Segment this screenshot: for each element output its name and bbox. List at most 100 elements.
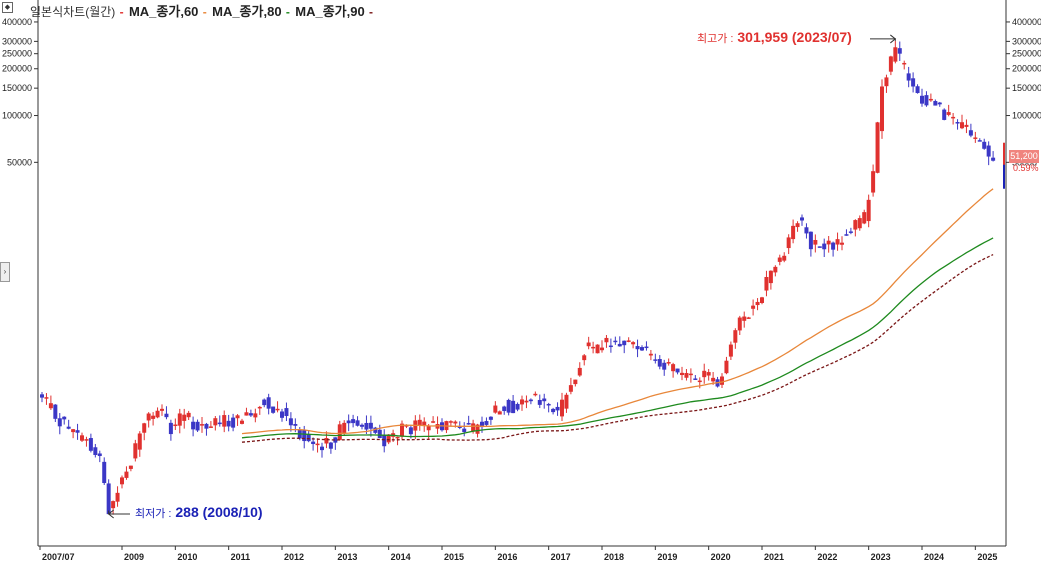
x-tick-label: 2013 [337,552,357,562]
candle-body [488,416,493,420]
candle [93,443,98,458]
candle-body [760,297,764,303]
candle-body [657,359,662,367]
candle [706,369,711,381]
ma-line-60 [241,188,994,435]
x-tick-label: 2007/07 [42,552,75,562]
candle-body [542,398,547,402]
x-tick-label: 2018 [604,552,624,562]
candle-body [955,122,960,124]
candle [600,340,604,353]
candle-body [186,412,191,418]
candle [857,215,862,231]
candle-body [364,422,369,430]
candle [511,394,516,414]
y-tick-label-left: 300000 [2,36,32,46]
candle [306,430,311,443]
candle [337,420,342,441]
candle-body [57,418,62,427]
candle [248,409,253,418]
candle-body [808,231,813,250]
y-tick-label-left: 50000 [7,157,32,167]
candle [115,486,120,507]
collapse-icon[interactable]: ◆ [2,2,13,13]
candle [151,412,156,426]
candle [351,414,356,428]
candle-body [235,415,240,419]
candle [640,345,644,352]
candle-body [982,141,987,149]
candle-body [631,342,636,345]
candle [968,123,973,138]
candles-layer [40,40,996,515]
candle [951,112,956,125]
candle-body [684,373,689,378]
candle-body [240,420,244,424]
candle [128,465,133,472]
candle [688,368,693,383]
candle [666,358,671,366]
candle-body [831,242,836,250]
candle [484,417,489,427]
moving-average-layer [241,188,994,443]
candle-body [973,137,978,139]
candle-body [213,418,218,426]
candle [573,379,578,387]
candle [844,229,849,236]
candle [204,422,209,436]
candle-body [675,368,680,373]
candle [328,441,333,454]
candle [911,72,916,93]
candle-body [600,347,604,351]
candle-body [120,477,124,485]
candle [737,315,742,335]
candle-body [928,98,933,101]
candle-body [262,399,267,406]
y-tick-label-left: 250000 [2,49,32,59]
candle [271,406,276,414]
candle-body [720,376,724,385]
x-tick-label: 2011 [231,552,251,562]
candle-body [257,406,262,409]
y-tick-label-right: 100000 [1012,111,1041,121]
candle [933,99,938,106]
candle [862,209,867,225]
candle [253,408,258,423]
candle [124,466,129,480]
candle-body [53,404,58,419]
x-tick-label: 2014 [391,552,411,562]
low-arrow-icon [107,509,114,519]
candle [395,436,400,446]
candle-body [306,434,311,442]
candle-body [524,400,529,403]
expand-arrow-icon[interactable]: › [0,262,10,282]
candle [751,299,756,316]
candle-body [711,377,716,382]
candle [853,219,858,237]
candle-body [155,410,160,418]
candle [195,419,200,432]
candle-body [573,379,578,385]
candle [555,402,560,416]
candle-body [151,415,156,419]
candle [506,398,511,416]
candle [373,426,378,435]
candle-body [417,419,422,426]
candle [902,60,907,70]
candle [226,414,231,432]
candle-body [115,492,120,502]
candle [871,164,876,197]
candle-body [768,270,773,284]
candle [262,398,267,408]
candle [320,442,324,458]
candle [680,366,684,381]
candle [631,341,636,349]
candle [924,91,929,107]
candle [604,335,609,348]
candle-body [773,266,778,273]
candle-body [342,422,347,434]
x-tick-label: 2024 [924,552,944,562]
candle-body [520,399,524,405]
candle-body [608,345,613,348]
